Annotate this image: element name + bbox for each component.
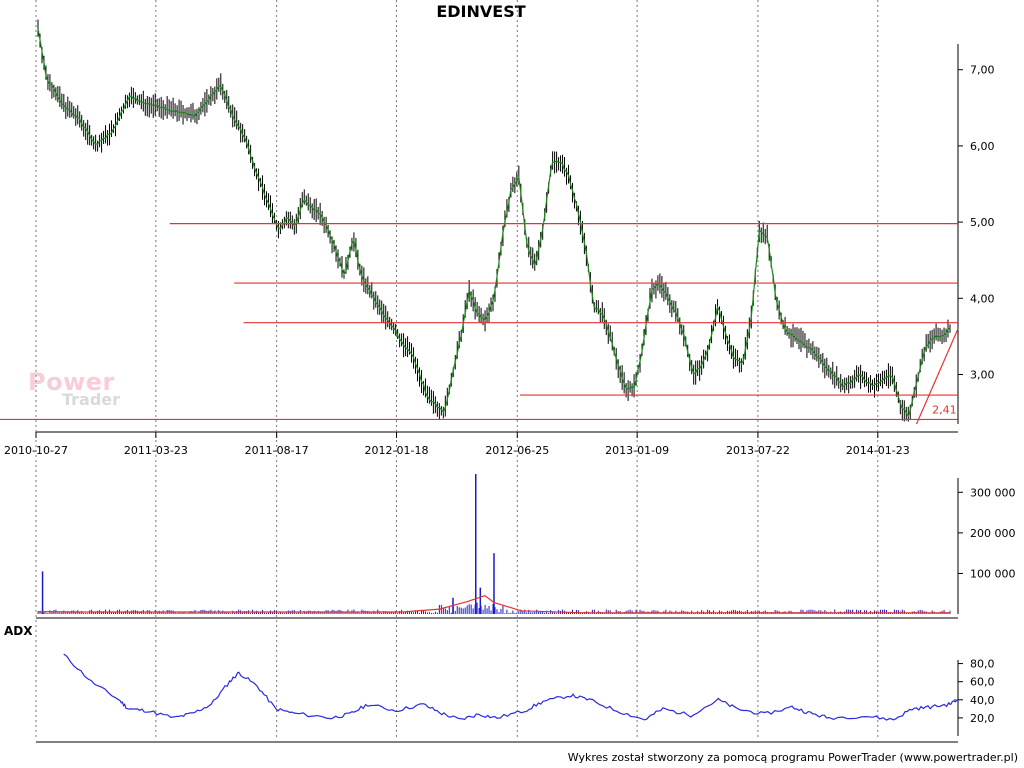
x-tick-label: 2011-08-17 — [245, 444, 309, 457]
price-y-tick-label: 3,00 — [970, 368, 995, 381]
footer-credit: Wykres został stworzony za pomocą progra… — [567, 751, 1018, 764]
price-candles — [37, 19, 951, 422]
volume-average-line — [37, 595, 950, 614]
watermark-trader: Trader — [62, 390, 121, 409]
x-tick-label: 2011-03-23 — [124, 444, 188, 457]
adx-y-tick-label: 80,0 — [970, 658, 995, 671]
trend-line — [915, 328, 959, 425]
price-y-tick-label: 4,00 — [970, 292, 995, 305]
x-tick-label: 2010-10-27 — [4, 444, 68, 457]
x-tick-label: 2013-07-22 — [726, 444, 790, 457]
price-y-tick-label: 6,00 — [970, 140, 995, 153]
x-tick-label: 2013-01-09 — [605, 444, 669, 457]
powertrader-watermark: Power Trader — [28, 368, 120, 409]
price-y-tick-label: 5,00 — [970, 216, 995, 229]
volume-y-tick-label: 100 000 — [970, 567, 1016, 580]
watermark-power: Power — [28, 368, 115, 396]
trendline-annotation: 2,41 — [932, 403, 957, 416]
x-tick-label: 2012-06-25 — [485, 444, 549, 457]
adx-line — [63, 653, 958, 721]
adx-panel-label: ADX — [4, 624, 33, 638]
x-tick-label: 2012-01-18 — [365, 444, 429, 457]
x-tick-label: 2014-01-23 — [846, 444, 910, 457]
adx-y-tick-label: 60,0 — [970, 676, 995, 689]
adx-y-tick-label: 40,0 — [970, 694, 995, 707]
chart-title: EDINVEST — [436, 2, 526, 21]
moving-average-line — [37, 28, 951, 418]
volume-y-tick-label: 300 000 — [970, 486, 1016, 499]
volume-y-tick-label: 200 000 — [970, 527, 1016, 540]
adx-y-tick-label: 20,0 — [970, 712, 995, 725]
price-y-tick-label: 7,00 — [970, 64, 995, 77]
